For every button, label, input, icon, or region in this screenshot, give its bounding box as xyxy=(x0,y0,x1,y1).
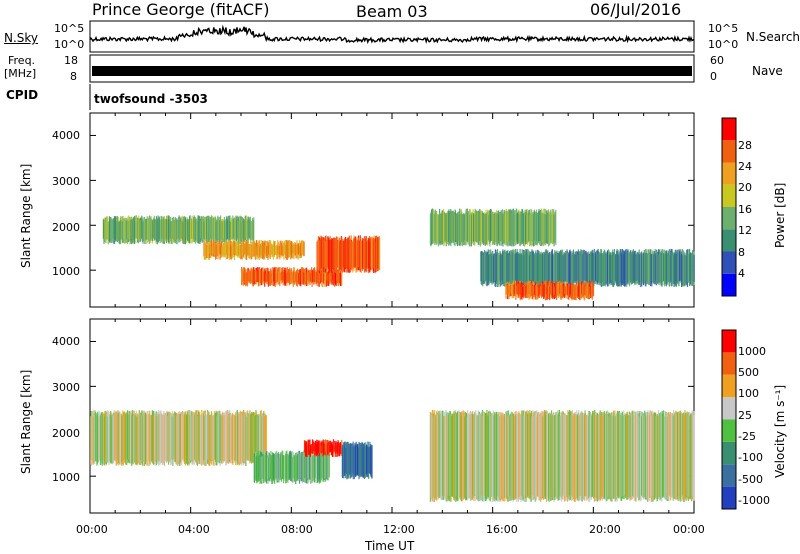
time-xlabel: Time UT xyxy=(365,539,415,553)
power-ytick-1000: 1000 xyxy=(52,265,80,278)
noise-right-tick-top: 10^5 xyxy=(708,22,739,35)
freq-tick-bottom: 8 xyxy=(70,70,77,83)
vel-ytick-3000: 3000 xyxy=(52,381,80,394)
velocity-colorbar-swatch xyxy=(722,441,736,465)
freq-label: Freq. xyxy=(8,54,36,67)
velocity-echoes xyxy=(90,409,695,502)
time-tick-1: 04:00 xyxy=(178,523,210,536)
nave-tick-bottom: 0 xyxy=(710,70,717,83)
time-tick-5: 20:00 xyxy=(589,523,621,536)
station-title: Prince George (fitACF) xyxy=(92,0,270,19)
power-cb-24: 24 xyxy=(738,160,752,173)
velocity-colorbar-swatch xyxy=(722,374,736,398)
power-echo-cell xyxy=(379,237,381,271)
freq-unit-label: [MHz] xyxy=(4,67,37,80)
noise-panel-frame xyxy=(89,20,695,53)
power-colorbar-swatch xyxy=(722,118,736,141)
velocity-echo-cell xyxy=(341,439,343,456)
velocity-echo-cell xyxy=(693,411,695,501)
date-label: 06/Jul/2016 xyxy=(590,0,682,19)
power-colorbar-swatch xyxy=(722,140,736,163)
vel-cb-25: 25 xyxy=(738,409,752,422)
velocity-colorbar-swatch xyxy=(722,486,736,509)
power-echo-cell xyxy=(555,209,557,245)
power-cb-8: 8 xyxy=(738,246,745,259)
vel-cb-m1000: -1000 xyxy=(738,494,770,507)
noise-right-tick-bottom: 10^0 xyxy=(708,38,739,51)
power-cb-4: 4 xyxy=(738,267,745,280)
cpid-label: CPID xyxy=(6,88,39,102)
velocity-colorbar-swatch xyxy=(722,464,736,487)
velocity-colorbar-swatch xyxy=(722,352,736,375)
velocity-echo-cell xyxy=(371,445,373,479)
power-colorbar-swatch xyxy=(722,229,736,252)
power-echo-cell xyxy=(341,271,343,286)
noise-sky-label: N.Sky xyxy=(4,31,39,45)
power-colorbar-swatch xyxy=(722,184,736,207)
velocity-echo-cell xyxy=(265,415,267,464)
freq-tick-top: 18 xyxy=(64,54,78,67)
vel-cb-500: 500 xyxy=(738,366,759,379)
freq-trace-band xyxy=(92,66,692,76)
power-ytick-2000: 2000 xyxy=(52,221,80,234)
time-tick-3: 12:00 xyxy=(383,523,415,536)
cpid-program: twofsound -3503 xyxy=(94,92,208,106)
vel-ytick-4000: 4000 xyxy=(52,335,80,348)
time-tick-2: 08:00 xyxy=(281,523,313,536)
power-echo-cell xyxy=(253,217,255,243)
power-colorbar-swatch xyxy=(722,207,736,230)
power-colorbar-swatch xyxy=(722,162,736,185)
power-ytick-4000: 4000 xyxy=(52,129,80,142)
nave-tick-top: 60 xyxy=(710,54,724,67)
power-colorbar-swatch xyxy=(722,273,736,296)
time-tick-0: 00:00 xyxy=(76,523,108,536)
velocity-echo-cell xyxy=(328,453,330,478)
beam-label: Beam 03 xyxy=(356,2,428,21)
power-cb-28: 28 xyxy=(738,139,752,152)
power-colorbar-swatch xyxy=(722,251,736,274)
power-echo-cell xyxy=(303,241,305,257)
vel-ytick-2000: 2000 xyxy=(52,427,80,440)
vel-ytick-1000: 1000 xyxy=(52,471,80,484)
power-colorbar-frame xyxy=(721,117,737,297)
power-cb-16: 16 xyxy=(738,203,752,216)
power-echo-cell xyxy=(592,282,595,297)
noise-search-label: N.Search xyxy=(746,30,800,44)
vel-cb-m500: -500 xyxy=(738,473,763,486)
power-cb-12: 12 xyxy=(738,224,752,237)
power-echoes xyxy=(102,208,695,301)
vel-cb-100: 100 xyxy=(738,387,759,400)
freq-panel-frame xyxy=(89,54,695,83)
vel-cb-m25: -25 xyxy=(738,430,756,443)
time-tick-4: 16:00 xyxy=(486,523,518,536)
noise-left-tick-top: 10^5 xyxy=(54,22,85,35)
nave-label: Nave xyxy=(752,64,783,78)
noise-sky-trace xyxy=(89,24,695,45)
vel-cb-m100: -100 xyxy=(738,451,763,464)
noise-left-tick-bottom: 10^0 xyxy=(54,38,85,51)
power-echo-cell xyxy=(693,254,695,282)
time-tick-6: 00:00 xyxy=(673,523,705,536)
power-ytick-3000: 3000 xyxy=(52,175,80,188)
power-cb-20: 20 xyxy=(738,181,752,194)
vel-cb-1000: 1000 xyxy=(738,345,766,358)
velocity-colorbar-frame xyxy=(721,329,737,510)
velocity-colorbar-swatch xyxy=(722,397,736,420)
velocity-colorbar-swatch xyxy=(722,330,736,353)
velocity-colorbar-swatch xyxy=(722,419,736,442)
